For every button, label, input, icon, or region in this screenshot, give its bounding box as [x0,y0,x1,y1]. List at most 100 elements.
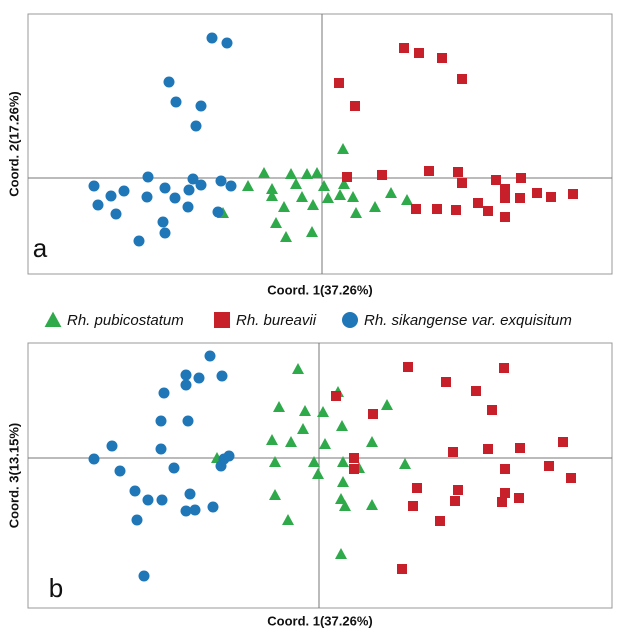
point [448,447,458,457]
point [306,226,318,237]
point [142,171,154,183]
point [369,201,381,212]
point [266,183,278,194]
point [334,189,346,200]
point [339,500,351,511]
point [285,436,297,447]
point [331,391,341,401]
point [212,206,224,218]
point [322,192,334,203]
point [336,420,348,431]
point [437,53,447,63]
point [342,172,352,182]
point [451,205,461,215]
point [347,191,359,202]
point [190,120,202,132]
point [532,188,542,198]
point [155,415,167,427]
point [118,185,130,197]
point [133,235,145,247]
point [159,182,171,194]
point [138,570,150,582]
point [216,370,228,382]
legend-marker [214,312,230,328]
point [182,415,194,427]
point [399,458,411,469]
point [92,199,104,211]
point [180,369,192,381]
point [184,488,196,500]
point [412,483,422,493]
point [487,405,497,415]
point [319,438,331,449]
point [163,76,175,88]
point [280,231,292,242]
point [159,227,171,239]
point [158,387,170,399]
point [142,494,154,506]
point [221,37,233,49]
point [187,173,199,185]
point [215,175,227,187]
point [225,180,237,192]
point [195,179,207,191]
point [500,464,510,474]
point [155,443,167,455]
point [157,216,169,228]
point [88,180,100,192]
panel-label: b [49,573,63,603]
point [368,409,378,419]
point [338,178,350,189]
point [258,167,270,178]
point [515,193,525,203]
point [183,184,195,196]
point [411,204,421,214]
y-axis-title: Coord. 2(17.26%) [6,91,21,196]
plot-frame [27,13,613,275]
point [335,493,347,504]
point [408,501,418,511]
point [269,489,281,500]
point [499,363,509,373]
point [278,201,290,212]
point [558,437,568,447]
point [308,456,320,467]
point [307,199,319,210]
point [266,434,278,445]
point [105,190,117,202]
point [385,187,397,198]
point [401,194,413,205]
point [297,423,309,434]
point [457,178,467,188]
point [334,78,344,88]
point [180,505,192,517]
point [349,464,359,474]
point [273,401,285,412]
point [337,476,349,487]
legend-marker [342,312,358,328]
point [500,212,510,222]
point [195,100,207,112]
point [266,190,278,201]
point [516,173,526,183]
point [204,350,216,362]
point [366,436,378,447]
point [270,217,282,228]
point [207,501,219,513]
point [441,377,451,387]
point [285,168,297,179]
point [290,178,302,189]
point [497,497,507,507]
point [170,96,182,108]
point [129,485,141,497]
point [403,362,413,372]
point [350,101,360,111]
point [312,468,324,479]
point [568,189,578,199]
legend-marker [44,311,62,327]
panel-label: a [33,233,48,263]
point [180,379,192,391]
point [335,548,347,559]
point [317,406,329,417]
